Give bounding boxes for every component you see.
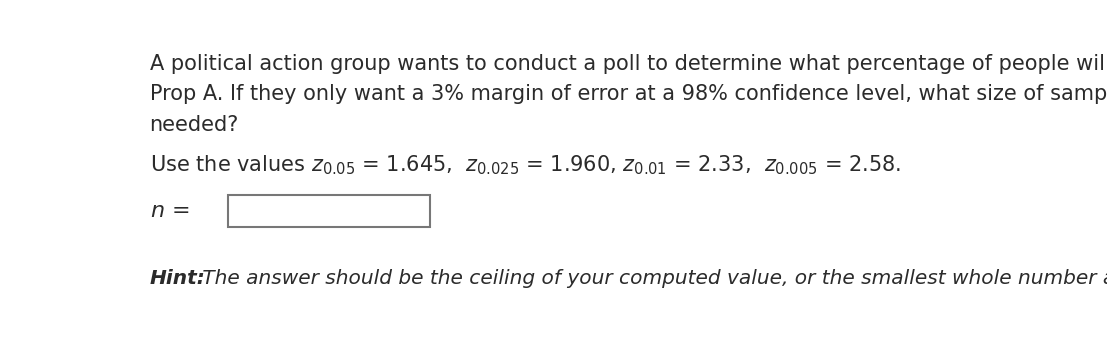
- FancyBboxPatch shape: [228, 195, 430, 227]
- Text: A political action group wants to conduct a poll to determine what percentage of: A political action group wants to conduc…: [149, 54, 1107, 73]
- Text: The answer should be the ceiling of your computed value, or the smallest whole n: The answer should be the ceiling of your…: [196, 269, 1107, 288]
- Text: Use the values $z_{0.05}$ = 1.645,  $z_{0.025}$ = 1.960, $z_{0.01}$ = 2.33,  $z_: Use the values $z_{0.05}$ = 1.645, $z_{0…: [149, 153, 900, 177]
- Text: Hint:: Hint:: [149, 269, 205, 288]
- Text: Prop A. If they only want a 3% margin of error at a 98% confidence level, what s: Prop A. If they only want a 3% margin of…: [149, 84, 1107, 104]
- Text: needed?: needed?: [149, 115, 239, 135]
- Text: $n$ =: $n$ =: [149, 201, 189, 221]
